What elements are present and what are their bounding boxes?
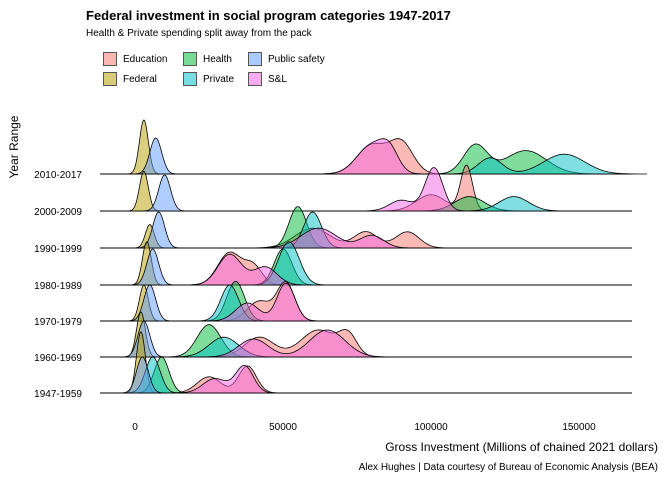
legend-label: Private (203, 73, 235, 85)
y-tick-label: 1990-1999 (34, 244, 82, 255)
x-tick-label: 0 (132, 422, 138, 433)
legend-item-education: Education (103, 52, 167, 66)
y-tick-label: 1980-1989 (34, 281, 82, 292)
ridge-public-safety (140, 174, 189, 212)
y-tick-label: 2000-2009 (34, 207, 82, 218)
ridge-row (100, 206, 632, 249)
legend-item-federal: Federal (103, 72, 157, 86)
x-axis-label: Gross Investment (Millions of chained 20… (385, 440, 658, 454)
legend-label: Federal (123, 73, 157, 85)
legend-label: S&L (268, 73, 287, 85)
y-tick-label: 1947-1959 (34, 389, 82, 400)
legend-label: Health (203, 53, 232, 65)
legend-item-public-safety: Public safety (248, 52, 325, 66)
x-tick-label: 150000 (562, 422, 596, 433)
chart-subtitle: Health & Private spending split away fro… (86, 28, 312, 39)
legend-item-private: Private (183, 72, 234, 86)
y-tick-label: 2010-2017 (34, 170, 82, 181)
legend-item-s-l: S&L (248, 72, 287, 86)
legend-swatch (103, 72, 117, 86)
ridge-private (454, 196, 574, 212)
ridge-public-safety (132, 137, 180, 175)
ridge-row (100, 241, 632, 286)
ridge-s-l (354, 167, 470, 212)
ridge-public-safety (120, 320, 168, 358)
legend-swatch (248, 72, 262, 86)
y-tick-label: 1960-1969 (34, 353, 82, 364)
legend-label: Education (123, 53, 168, 65)
ridge-s-l (182, 253, 313, 286)
legend-item-health: Health (183, 52, 232, 66)
y-tick-label: 1970-1979 (34, 317, 82, 328)
ridge-public-safety (135, 211, 183, 249)
ridge-s-l (167, 364, 280, 394)
ridge-public-safety (129, 248, 177, 286)
ridge-row (100, 331, 632, 394)
legend-label: Public safety (268, 53, 325, 65)
legend-swatch (248, 52, 262, 66)
ridge-s-l (312, 138, 431, 175)
x-tick-label: 100000 (414, 422, 448, 433)
ridge-s-l (200, 282, 322, 322)
legend-swatch (183, 72, 197, 86)
ridge-private (442, 153, 648, 175)
ridge-row (100, 311, 632, 358)
x-tick-label: 50000 (269, 422, 297, 433)
ridge-row (100, 280, 632, 322)
legend: Education Federal Health Private Public safe… (103, 52, 403, 92)
legend-swatch (103, 52, 117, 66)
chart-title: Federal investment in social program cat… (86, 8, 451, 23)
ridge-s-l (194, 329, 399, 358)
chart-caption: Alex Hughes | Data courtesy of Bureau of… (358, 462, 658, 473)
ridge-public-safety (118, 356, 167, 394)
ridge-row (100, 164, 632, 212)
legend-swatch (183, 52, 197, 66)
ridge-public-safety (126, 284, 174, 322)
ridge-row (100, 119, 648, 175)
